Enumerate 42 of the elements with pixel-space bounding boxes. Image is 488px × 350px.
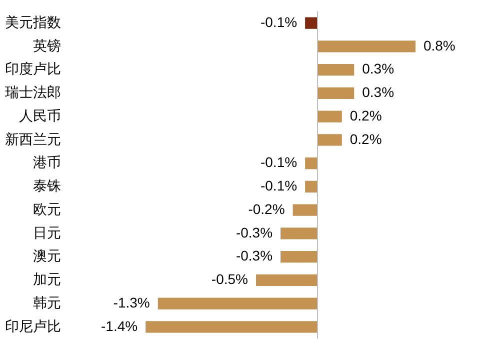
bar [158,298,318,310]
data-label: 0.2% [350,130,382,147]
y-tick-label: 人民币 [19,107,61,124]
bar [317,87,354,100]
data-label: -0.3% [236,224,273,240]
y-tick-label: 港币 [33,154,61,170]
data-label: -1.3% [113,294,150,310]
data-label: 0.3% [362,84,394,100]
bar [256,274,318,286]
y-tick-label: 韩元 [33,294,61,310]
data-label: 0.3% [362,60,394,77]
bar [317,64,354,76]
bar [305,157,318,170]
bar [317,40,416,52]
y-tick-label: 印度卢比 [5,60,61,77]
bar [292,204,318,216]
y-tick-label: 泰铢 [33,178,61,194]
y-tick-label: 印尼卢比 [5,318,61,334]
y-tick-label: 新西兰元 [5,130,61,147]
bar [280,250,318,263]
bar [317,134,342,146]
y-tick-label: 加元 [33,271,61,288]
bar [305,180,318,193]
bar [280,228,318,240]
bar [146,321,318,333]
y-tick-label: 英镑 [33,37,61,54]
y-tick-label: 欧元 [33,200,61,217]
bar [305,17,318,29]
data-label: 0.8% [423,37,456,54]
data-label: -0.1% [260,154,298,170]
data-label: -0.3% [236,248,273,264]
data-label: -0.2% [248,200,285,217]
y-tick-label: 日元 [33,224,61,240]
data-label: -0.1% [260,14,298,30]
data-label: -0.1% [260,178,298,194]
bar [317,110,342,122]
y-tick-label: 瑞士法郎 [5,84,61,100]
data-label: -1.4% [101,318,138,334]
data-label: 0.2% [350,107,382,124]
data-label: -0.5% [211,271,248,288]
y-tick-label: 澳元 [33,248,61,264]
y-tick-label: 美元指数 [5,14,61,30]
